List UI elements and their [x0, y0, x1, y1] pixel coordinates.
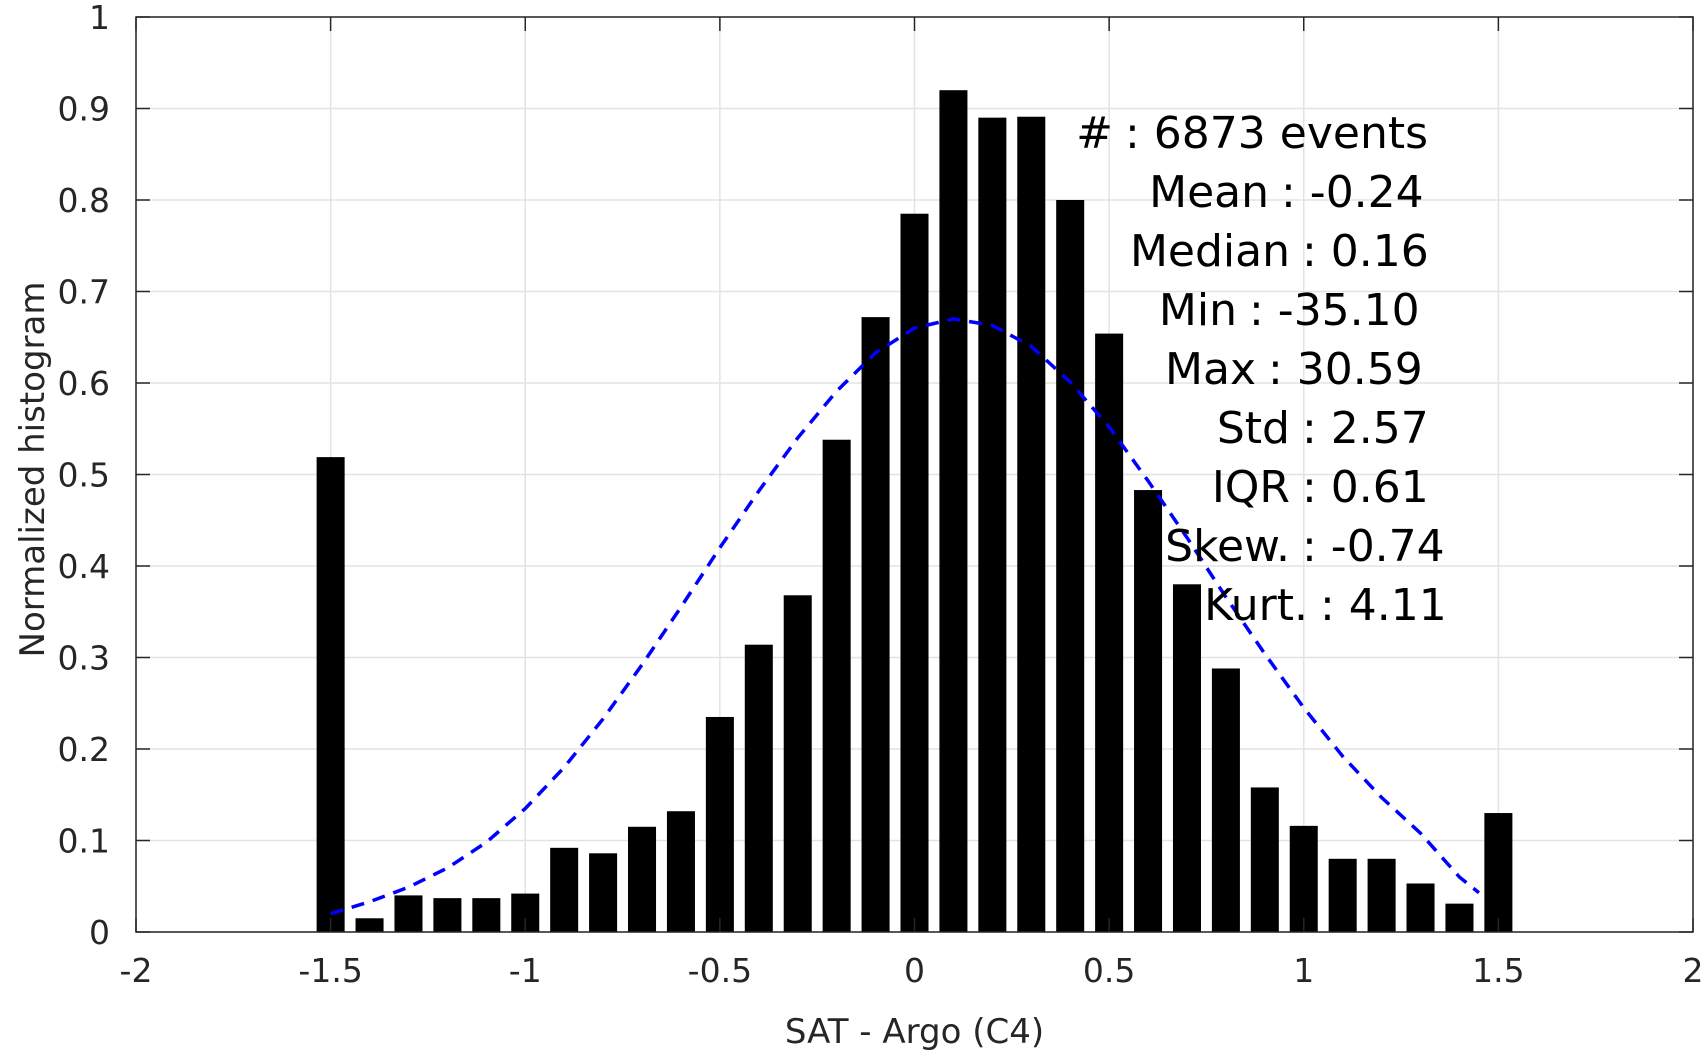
histogram-bar — [822, 439, 851, 932]
histogram-bar — [355, 918, 384, 932]
stat-value: : 0.61 — [1302, 462, 1429, 513]
histogram-bar — [433, 898, 462, 932]
stat-value: : 6873 events — [1125, 108, 1428, 159]
histogram-bar — [1445, 903, 1474, 932]
stat-label: # — [1076, 108, 1113, 159]
axes — [135, 16, 1694, 933]
histogram-bar — [666, 811, 695, 932]
histogram-bar — [1172, 584, 1201, 932]
stat-label: Skew. — [1165, 521, 1290, 572]
histogram-bar — [744, 644, 773, 932]
y-tick-label: 0.3 — [58, 639, 110, 678]
y-tick-label: 0.5 — [58, 456, 110, 495]
stat-value: : -0.74 — [1302, 521, 1445, 572]
stat-label: Min — [1159, 285, 1237, 336]
y-axis-label: Normalized histogram — [13, 282, 53, 658]
stat-value: : 4.11 — [1320, 580, 1447, 631]
stat-label: Max — [1165, 344, 1256, 395]
histogram-bar — [1056, 200, 1085, 932]
stat-label: Kurt. — [1204, 580, 1308, 631]
x-tick-label: 0.5 — [1083, 951, 1135, 990]
x-tick-label: -1.5 — [298, 951, 362, 990]
histogram-bar — [1095, 333, 1124, 933]
stat-value: : 30.59 — [1268, 344, 1423, 395]
x-tick-label: 0 — [904, 951, 925, 990]
histogram-bar — [861, 317, 890, 932]
histogram-bar — [316, 457, 345, 932]
stat-label: Std — [1217, 403, 1290, 454]
histogram-bar — [1289, 825, 1318, 932]
y-tick-label: 0 — [89, 913, 110, 952]
x-axis-label: SAT - Argo (C4) — [785, 1012, 1044, 1052]
y-tick-label: 0.2 — [58, 730, 110, 769]
fit-curve-group — [330, 317, 1480, 916]
stat-value: : 0.16 — [1302, 226, 1429, 277]
y-tick-label: 0.6 — [58, 364, 110, 403]
histogram-bar — [589, 853, 618, 932]
stat-label: Median — [1130, 226, 1290, 277]
histogram-bar — [1484, 813, 1513, 932]
histogram-bar — [1250, 787, 1279, 932]
stat-label: IQR — [1212, 462, 1290, 513]
y-tick-label: 1 — [89, 0, 110, 37]
x-tick-label: 1 — [1293, 951, 1314, 990]
stat-value: : 2.57 — [1302, 403, 1429, 454]
histogram-bar — [1406, 883, 1435, 932]
x-tick-label: 1.5 — [1472, 951, 1524, 990]
histogram-bar — [394, 895, 423, 932]
stat-value: : -0.24 — [1281, 167, 1424, 218]
tick-labels: -2 -1.5 -1 -0.5 0 0.5 1 1.5 2 0 0.1 0.2 0.3 0.4 0.5 0.6… — [58, 0, 1703, 990]
histogram-bars — [316, 90, 1513, 933]
y-tick-label: 0.7 — [58, 273, 110, 312]
x-tick-label: -1 — [509, 951, 542, 990]
x-tick-label: 2 — [1683, 951, 1703, 990]
axes-frame — [135, 16, 1694, 933]
histogram-bar — [939, 90, 968, 932]
x-tick-label: -0.5 — [688, 951, 752, 990]
histogram-bar — [628, 826, 657, 932]
histogram-bar — [978, 117, 1007, 932]
histogram-bar — [550, 847, 579, 932]
y-tick-label: 0.8 — [58, 181, 110, 220]
histogram-bar — [900, 213, 929, 933]
stat-value: : -35.10 — [1249, 285, 1420, 336]
y-tick-label: 0.1 — [58, 822, 110, 861]
histogram-bar — [783, 595, 812, 932]
histogram-bar — [1017, 116, 1046, 933]
histogram-bar — [705, 716, 734, 932]
y-tick-label: 0.4 — [58, 547, 110, 586]
histogram-bar — [1328, 858, 1357, 932]
histogram-bar — [1211, 668, 1240, 932]
x-tick-label: -2 — [120, 951, 153, 990]
histogram-bar — [1134, 490, 1163, 932]
gaussian-fit-curve — [330, 317, 1480, 916]
y-tick-label: 0.9 — [58, 90, 110, 129]
stat-label: Mean — [1149, 167, 1269, 218]
histogram-bar — [472, 898, 501, 932]
statistics-box: #: 6873 events Mean: -0.24 Median: 0.16 Min… — [1076, 108, 1447, 631]
histogram-bar — [1367, 858, 1396, 932]
